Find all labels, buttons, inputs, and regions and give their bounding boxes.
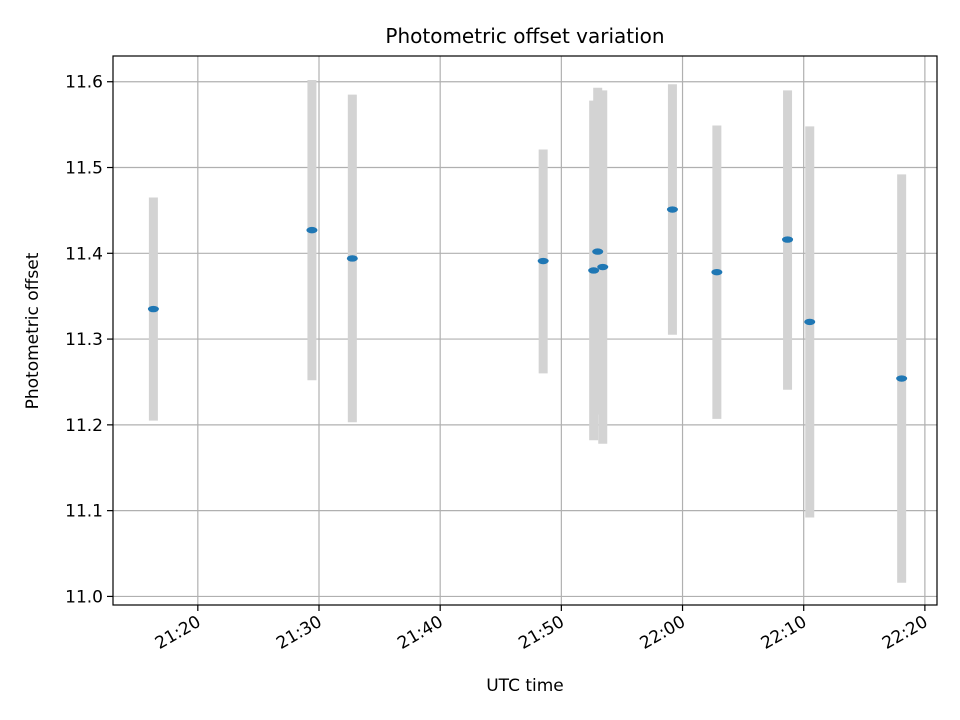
y-tick-label: 11.4 — [65, 244, 103, 264]
data-point — [597, 263, 609, 271]
y-tick-label: 11.2 — [65, 416, 103, 436]
data-point — [588, 267, 600, 274]
y-tick-label: 11.1 — [65, 502, 103, 522]
y-tick-label: 11.5 — [65, 159, 103, 179]
x-axis-label: UTC time — [486, 676, 564, 696]
data-point — [896, 375, 908, 382]
chart-title: Photometric offset variation — [385, 24, 664, 48]
plot-area — [113, 56, 937, 605]
data-point — [804, 318, 816, 326]
y-axis-label: Photometric offset — [23, 252, 43, 409]
data-points — [147, 206, 908, 382]
data-point — [346, 255, 358, 262]
data-point — [782, 236, 794, 243]
y-axis-ticks: 11.0 11.1 11.2 11.3 11.4 11.5 11.6 — [65, 73, 113, 607]
y-tick-label: 11.3 — [65, 330, 103, 350]
grid — [113, 56, 937, 605]
plot-frame — [112, 55, 938, 606]
data-point — [147, 305, 159, 313]
y-tick-label: 11.6 — [65, 73, 103, 93]
data-point — [306, 226, 318, 234]
data-point — [666, 206, 678, 213]
data-point — [711, 268, 723, 276]
data-point — [537, 257, 549, 265]
y-tick-label: 11.0 — [65, 587, 103, 607]
data-point — [592, 248, 604, 255]
